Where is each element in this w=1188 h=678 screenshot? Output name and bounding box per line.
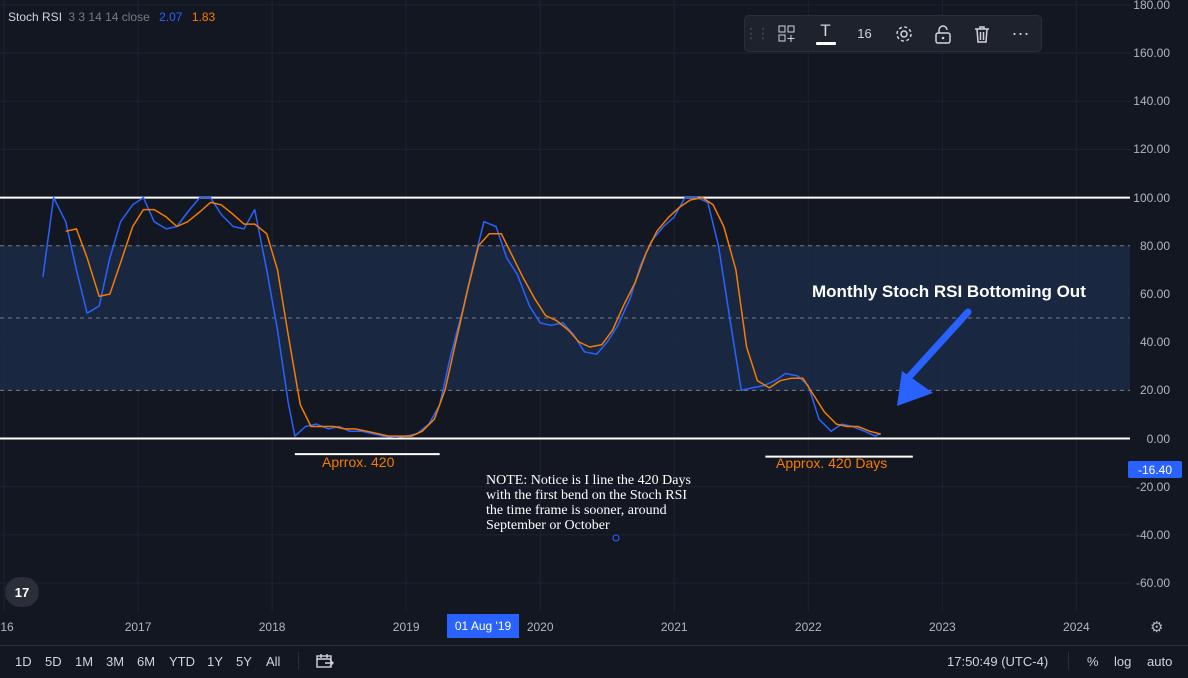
x-tick-label: 2022 <box>794 620 822 634</box>
y-tick-label: 60.00 <box>1139 286 1170 301</box>
y-tick-label: 160.00 <box>1133 46 1170 60</box>
drawing-toolbar: ⋮⋮ T 16 ··· <box>744 15 1042 52</box>
y-tick-label: -60.00 <box>1135 576 1170 591</box>
tradingview-logo[interactable]: 17 <box>5 577 39 607</box>
stoch-band <box>0 245 1130 391</box>
percent-toggle[interactable]: % <box>1087 654 1099 669</box>
more-icon[interactable]: ··· <box>1011 23 1030 43</box>
y-tick-label: 120.00 <box>1133 142 1170 157</box>
settings-icon[interactable] <box>884 16 923 51</box>
indicator-name: Stoch RSI <box>8 10 63 24</box>
indicator-legend[interactable]: Stoch RSI 3 3 14 14 close 2.07 1.83 <box>8 10 215 24</box>
range-3m[interactable]: 3M <box>106 654 125 669</box>
left-range-label[interactable]: Aprrox. 420 <box>322 454 395 470</box>
goto-date-icon[interactable] <box>316 654 334 673</box>
d-value: 1.83 <box>191 10 216 24</box>
range-1y[interactable]: 1Y <box>207 654 223 669</box>
stoch-rsi-chart[interactable] <box>0 0 1188 645</box>
series-line-1 <box>65 196 881 437</box>
y-tick-label: 180.00 <box>1133 0 1170 12</box>
x-tick-label: 16 <box>0 620 14 634</box>
x-tick-label: 2017 <box>124 620 152 634</box>
range-all[interactable]: All <box>266 654 281 669</box>
y-tick-label: 100.00 <box>1133 190 1170 205</box>
crosshair-y-badge: -16.40 <box>1128 461 1182 478</box>
range-5d[interactable]: 5D <box>45 654 62 669</box>
range-1m[interactable]: 1M <box>75 654 94 669</box>
x-tick-label: 2024 <box>1063 620 1090 634</box>
crosshair-x-badge: 01 Aug '19 <box>447 614 519 638</box>
font-size-button[interactable]: 16 <box>857 26 872 41</box>
x-tick-label: 2018 <box>258 620 286 634</box>
headline-annotation[interactable]: Monthly Stoch RSI Bottoming Out <box>812 282 1086 301</box>
text-color-icon[interactable]: T <box>806 16 845 51</box>
range-lines <box>294 453 913 458</box>
chart-settings-icon[interactable]: ⚙ <box>1150 619 1164 636</box>
right-range-label[interactable]: Approx. 420 Days <box>776 455 888 471</box>
range-1d[interactable]: 1D <box>15 654 32 669</box>
y-tick-label: 140.00 <box>1133 94 1170 109</box>
series-lines <box>42 196 882 439</box>
y-tick-label: 80.00 <box>1139 238 1170 253</box>
indicator-params: 3 3 14 14 close <box>68 10 150 24</box>
bottom-toolbar: 1D 5D 1M 3M 6M YTD 1Y 5Y All 17:50:49 (U… <box>0 645 1188 678</box>
drag-handle-icon[interactable]: ⋮⋮ <box>744 25 770 41</box>
x-tick-label: 2023 <box>928 620 956 634</box>
range-6m[interactable]: 6M <box>137 654 156 669</box>
y-tick-label: -40.00 <box>1135 527 1170 542</box>
x-tick-label: 2020 <box>526 620 554 634</box>
note-annotation[interactable]: NOTE: Notice is I line the 420 Days with… <box>486 473 691 533</box>
x-tick-label: 2019 <box>392 620 420 634</box>
range-ytd[interactable]: YTD <box>169 654 195 669</box>
auto-toggle[interactable]: auto <box>1147 654 1173 669</box>
add-template-icon[interactable] <box>767 16 806 51</box>
y-tick-label: -20.00 <box>1135 479 1170 494</box>
arrow-shaft[interactable] <box>904 308 972 382</box>
arrow-annotation <box>897 308 972 406</box>
k-value: 2.07 <box>159 10 183 24</box>
x-tick-label: 2021 <box>660 620 688 634</box>
y-tick-label: 20.00 <box>1139 383 1170 398</box>
log-toggle[interactable]: log <box>1114 654 1132 669</box>
crosshair-point <box>612 534 620 542</box>
y-tick-label: 0.00 <box>1146 431 1170 446</box>
unlock-icon[interactable] <box>923 16 962 51</box>
range-5y[interactable]: 5Y <box>236 654 252 669</box>
clock[interactable]: 17:50:49 (UTC-4) <box>947 654 1049 669</box>
y-tick-label: 40.00 <box>1139 335 1170 350</box>
trash-icon[interactable] <box>962 16 1001 51</box>
arrow-head[interactable] <box>897 371 933 406</box>
horizontal-lines <box>0 196 1130 440</box>
